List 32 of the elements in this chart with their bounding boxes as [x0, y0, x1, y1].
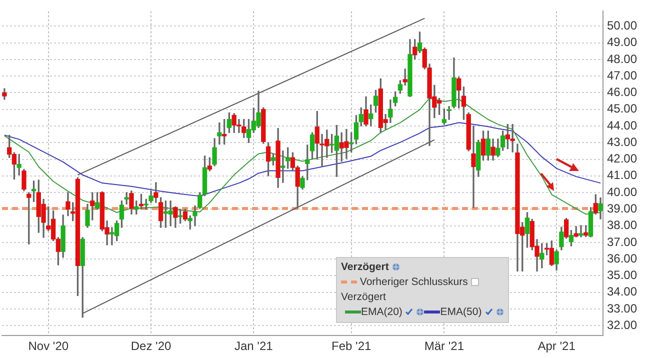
x-tick-label: Nov '20	[28, 339, 69, 354]
y-tick-label: 44.00	[606, 118, 638, 132]
y-tick-label: 41.00	[606, 168, 638, 182]
y-tick-label: 33.00	[606, 301, 638, 316]
y-tick-label: 42.00	[606, 152, 638, 166]
legend-title: Verzögert	[341, 261, 389, 273]
y-tick-label: 49.00	[606, 35, 638, 50]
y-tick-label: 38.00	[606, 218, 638, 232]
x-tick-label: Dez '20	[130, 339, 172, 354]
x-tick-label: Jan '21	[234, 339, 274, 354]
y-tick-label: 45.00	[606, 102, 638, 116]
x-tick-label: Apr '21	[538, 339, 576, 354]
y-tick-label: 50.00	[606, 18, 638, 32]
y-tick-label: 37.00	[606, 234, 638, 249]
y-tick-label: 34.00	[606, 284, 638, 299]
y-tick-label: 35.00	[606, 268, 638, 282]
candlestick	[578, 225, 584, 238]
x-tick-label: Mär '21	[424, 339, 464, 354]
annotation: Verzögert	[341, 291, 386, 303]
y-tick-label: 48.00	[606, 52, 638, 66]
y-tick-label: 43.00	[606, 134, 638, 149]
legend-label: EMA(50)	[440, 306, 482, 318]
legend-label: Vorheriger Schlusskurs	[360, 276, 468, 288]
y-tick-label: 39.00	[606, 201, 638, 216]
y-tick-label: 40.00	[606, 184, 638, 199]
y-tick-label: 46.00	[606, 85, 638, 100]
x-tick-label: Feb '21	[332, 339, 372, 354]
y-tick-label: 32.00	[606, 318, 638, 332]
candlestick	[217, 122, 222, 145]
legend-label: EMA(20)	[361, 306, 402, 318]
y-tick-label: 47.00	[606, 68, 638, 82]
y-tick-label: 36.00	[606, 251, 638, 266]
